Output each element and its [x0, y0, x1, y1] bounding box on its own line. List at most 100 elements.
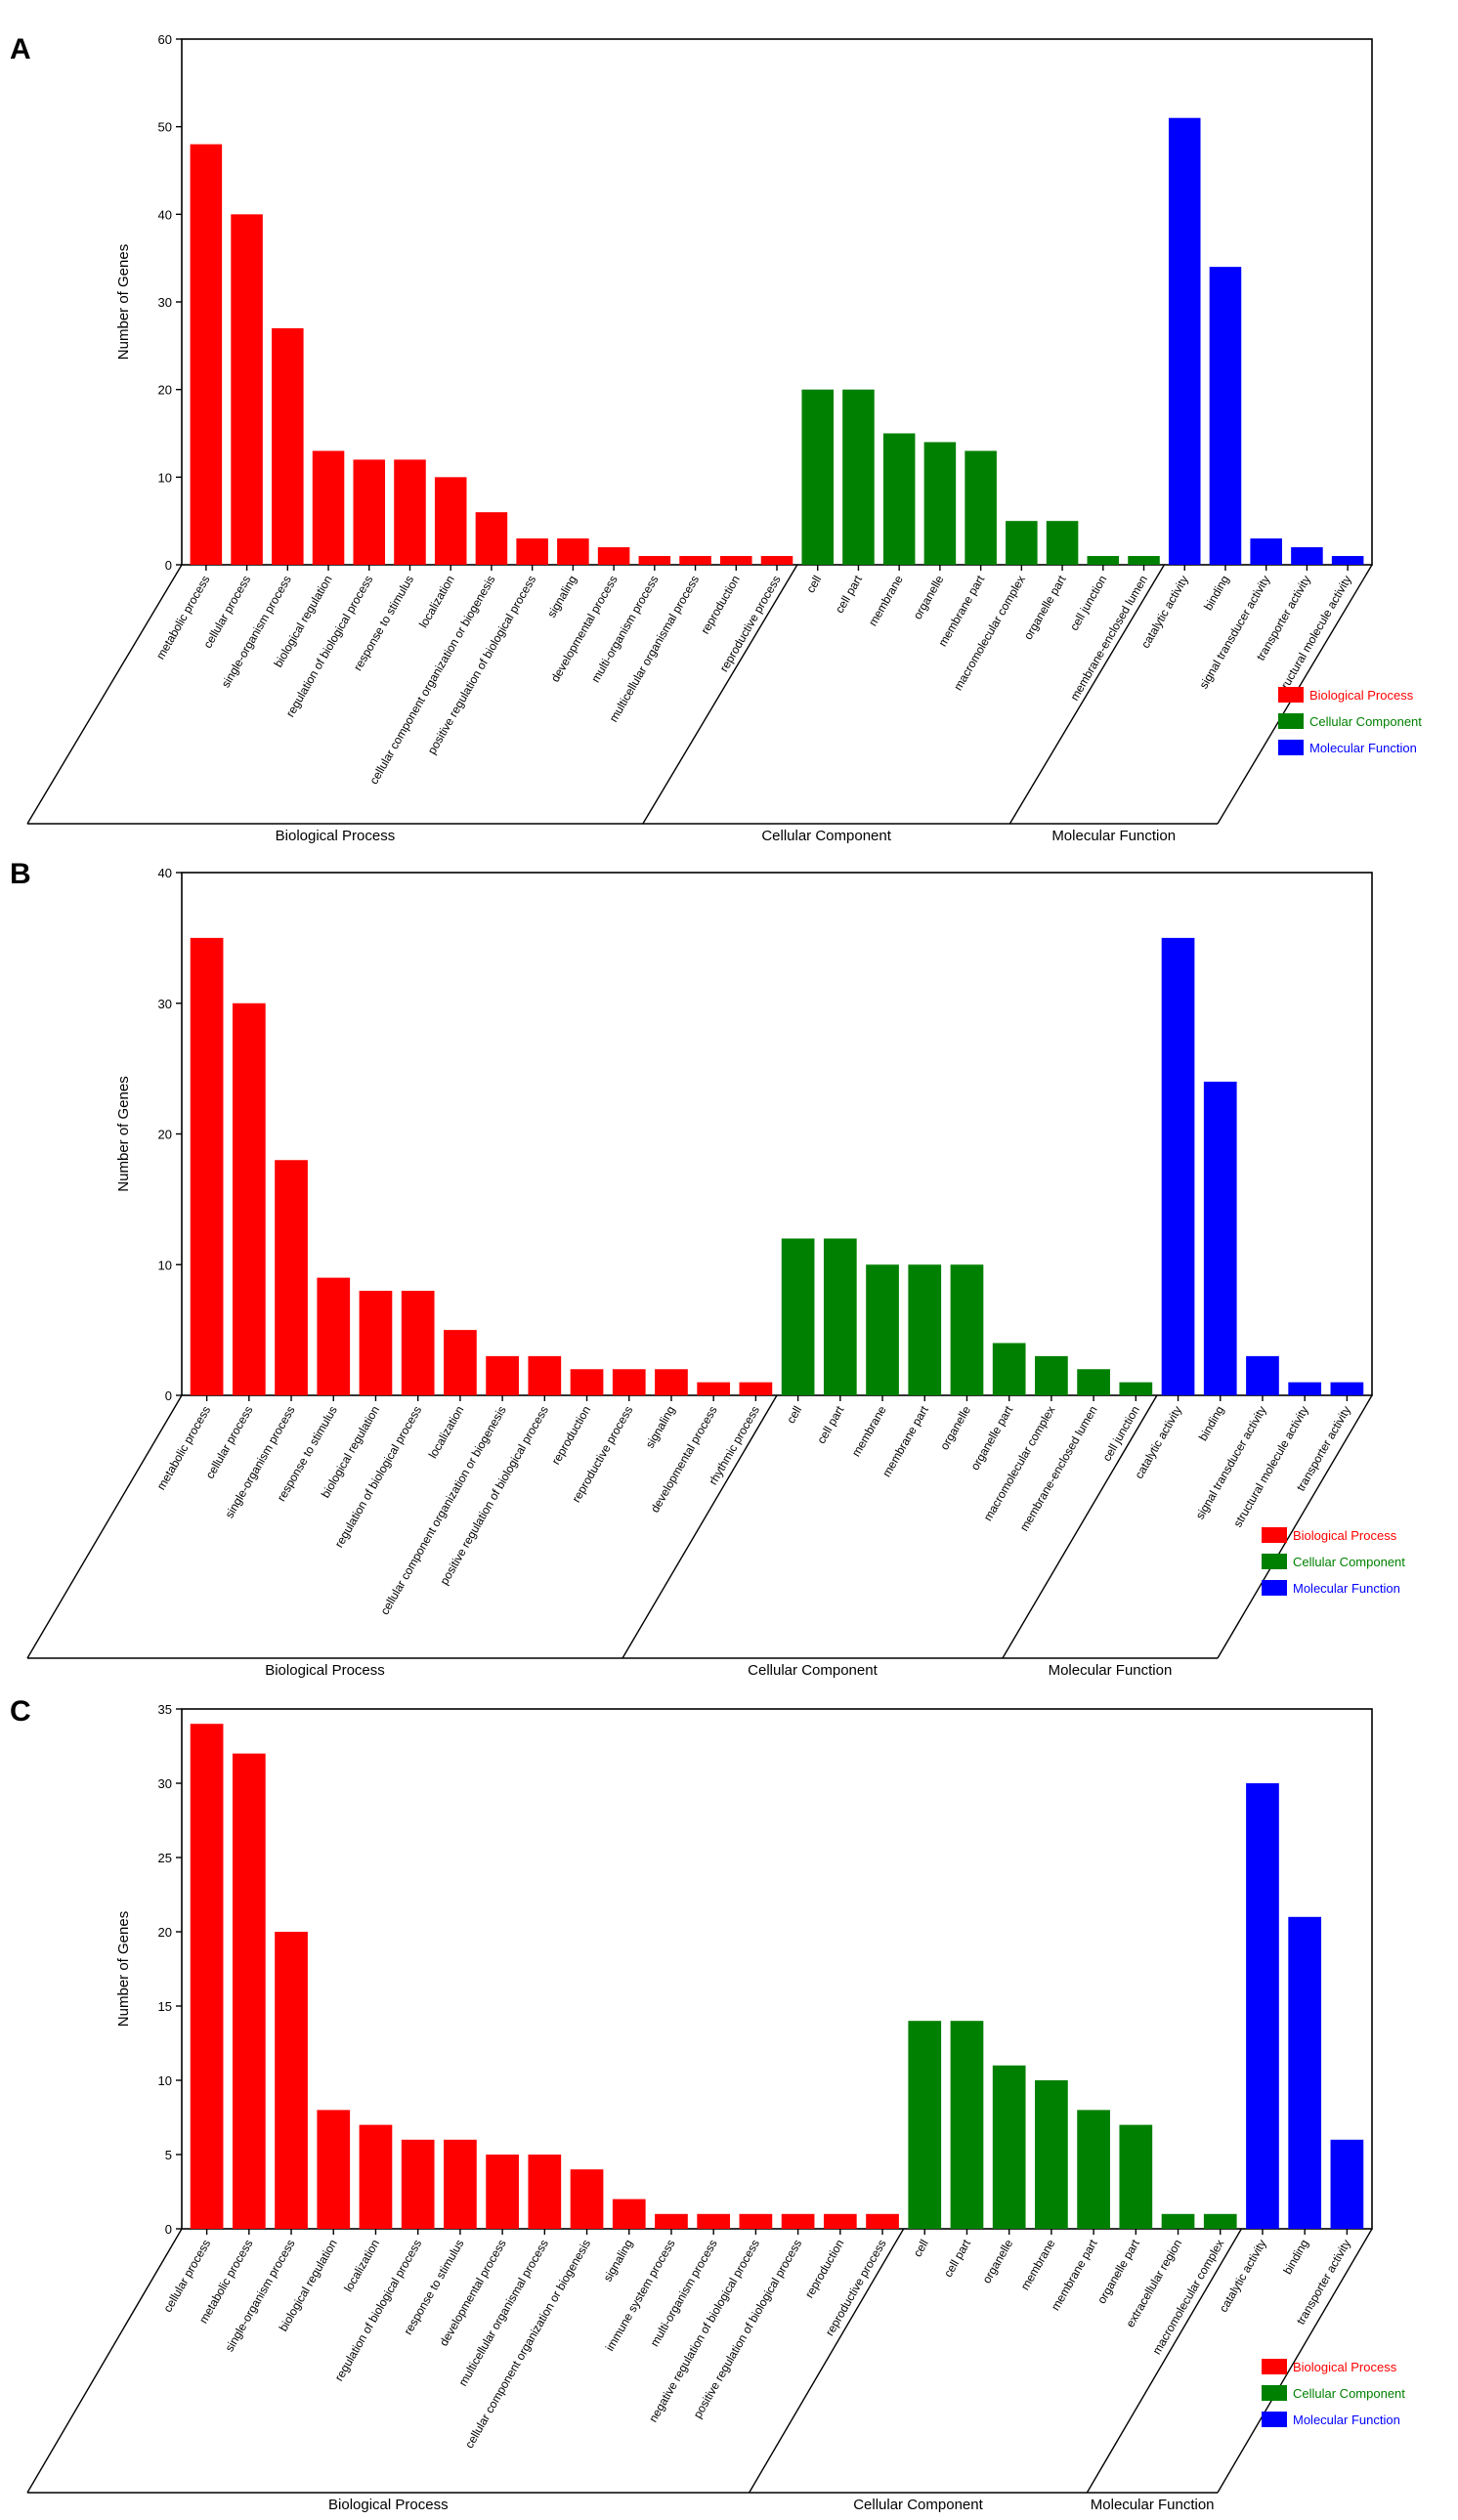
- x-tick-label: cell junction: [1099, 1404, 1141, 1464]
- x-tick-label: signal transducer activity: [1196, 574, 1272, 692]
- x-tick-label: localization: [426, 1404, 467, 1461]
- x-tick-label: organelle part: [1094, 2237, 1142, 2306]
- group-label-cellular-component: Cellular Component: [853, 2497, 983, 2513]
- x-tick-label: cell: [784, 1404, 804, 1427]
- y-axis-label: Number of Genes: [115, 244, 132, 360]
- bar-reproduction: [823, 2213, 857, 2229]
- legend-swatch-mf: [1278, 740, 1304, 755]
- bar-membrane-enclosed-lumen: [1128, 556, 1160, 565]
- bar-cellular-process: [231, 214, 263, 566]
- y-tick-label: 25: [158, 1851, 172, 1865]
- y-tick-label: 20: [158, 1128, 172, 1142]
- bar-organelle: [950, 1264, 984, 1395]
- legend-swatch-bp: [1278, 687, 1304, 703]
- panel-b: B 0 10 20 30 40 Number of Genes metabolic proce…: [10, 858, 1405, 1679]
- bar-multicellular-organismal-process: [528, 2155, 562, 2229]
- x-tick-label: membrane: [849, 1403, 889, 1459]
- bar-membrane: [866, 1264, 899, 1395]
- legend-label-mf: Molecular Function: [1293, 2413, 1400, 2427]
- bar-cell-part: [950, 2021, 984, 2229]
- panel-a: A 0 10 20 30 40 50 60 Number of Genes metabolic p…: [10, 32, 1422, 844]
- legend-label-mf: Molecular Function: [1293, 1581, 1400, 1596]
- bar-cell: [801, 389, 834, 565]
- x-tick-label: organelle: [937, 1403, 973, 1452]
- x-tick-label: membrane part: [879, 1403, 931, 1479]
- legend-swatch-cc: [1262, 2385, 1287, 2401]
- bar-signal-transducer-activity: [1246, 1355, 1279, 1395]
- x-tick-label: regulation of biological process: [332, 1404, 425, 1551]
- y-axis-label: Number of Genes: [115, 1911, 132, 2027]
- x-tick-label: cell part: [833, 573, 865, 616]
- bar-catalytic-activity: [1161, 937, 1195, 1395]
- legend-swatch-cc: [1278, 713, 1304, 729]
- bar-signaling: [655, 1369, 688, 1395]
- y-tick-label: 10: [158, 2073, 172, 2088]
- bar-membrane: [1035, 2080, 1068, 2229]
- group-separator: [642, 564, 798, 825]
- x-tick-label: signaling: [643, 1404, 678, 1451]
- bar-positive-regulation-of-biological-process: [528, 1355, 562, 1395]
- bar-membrane: [882, 433, 916, 565]
- bar-cellular-process: [232, 1003, 266, 1395]
- y-tick-label: 15: [158, 1999, 172, 2014]
- y-axis-label: Number of Genes: [115, 1076, 132, 1191]
- bar-binding: [1209, 267, 1242, 565]
- y-tick-label: 20: [158, 383, 172, 398]
- y-tick-label: 40: [158, 207, 172, 222]
- bar-single-organism-process: [275, 1932, 308, 2229]
- bar-biological-regulation: [312, 450, 345, 565]
- bar-structural-molecule-activity: [1331, 556, 1364, 565]
- y-tick-label: 10: [158, 470, 172, 485]
- bar-transporter-activity: [1330, 2139, 1364, 2229]
- bar-multi-organism-process: [638, 556, 671, 565]
- bar-binding: [1203, 1082, 1237, 1395]
- legend-swatch-cc: [1262, 1554, 1287, 1569]
- x-tick-label: catalytic activity: [1217, 2238, 1269, 2315]
- x-tick-label: catalytic activity: [1132, 1404, 1184, 1481]
- bar-cell: [781, 1238, 815, 1395]
- y-tick-label: 5: [165, 2148, 172, 2162]
- group-separator: [1217, 1394, 1373, 1659]
- bar-localization: [359, 2124, 393, 2229]
- bar-membrane-enclosed-lumen: [1077, 1369, 1110, 1395]
- legend-swatch-bp: [1262, 1527, 1287, 1543]
- bar-localization: [444, 1330, 477, 1395]
- x-tick-label: membrane part: [1049, 2237, 1100, 2313]
- bar-response-to-stimulus: [394, 459, 426, 565]
- x-tick-label: structural molecule activity: [1230, 1404, 1310, 1530]
- bar-cellular-process: [190, 1724, 224, 2229]
- bar-positive-regulation-of-biological-process: [781, 2213, 815, 2229]
- x-tick-label: macromolecular complex: [951, 574, 1028, 694]
- bar-single-organism-process: [275, 1160, 308, 1395]
- bar-reproductive-process: [866, 2213, 899, 2229]
- x-tick-label: organelle part: [1021, 573, 1069, 642]
- x-tick-label: signaling: [601, 2238, 636, 2285]
- bar-metabolic-process: [190, 144, 223, 565]
- bar-reproduction: [720, 556, 752, 565]
- group-label-cellular-component: Cellular Component: [761, 828, 891, 844]
- group-separator: [26, 1394, 183, 1659]
- bar-membrane-part: [1077, 2110, 1110, 2229]
- bar-regulation-of-biological-process: [353, 459, 386, 565]
- bar-localization: [434, 477, 467, 565]
- bar-reproductive-process: [612, 1369, 646, 1395]
- legend-label-bp: Biological Process: [1293, 2360, 1397, 2374]
- bar-organelle: [992, 2065, 1026, 2229]
- x-tick-label: reproduction: [549, 1404, 593, 1468]
- bar-cell-junction: [1087, 556, 1120, 565]
- x-tick-label: membrane: [1018, 2237, 1058, 2292]
- bar-transporter-activity: [1291, 547, 1323, 565]
- bar-organelle-part: [992, 1343, 1026, 1395]
- bar-organelle-part: [1119, 2124, 1153, 2229]
- group-separator: [1002, 1394, 1158, 1659]
- x-tick-label: cell part: [941, 2237, 973, 2280]
- legend-swatch-mf: [1262, 2412, 1287, 2427]
- group-separator: [1086, 2228, 1242, 2494]
- x-tick-label: organelle part: [967, 1403, 1015, 1473]
- y-tick-label: 20: [158, 1925, 172, 1940]
- bar-immune-system-process: [655, 2213, 688, 2229]
- x-tick-label: organelle: [979, 2237, 1015, 2285]
- bar-membrane-part: [908, 1264, 942, 1395]
- legend-label-bp: Biological Process: [1293, 1528, 1397, 1543]
